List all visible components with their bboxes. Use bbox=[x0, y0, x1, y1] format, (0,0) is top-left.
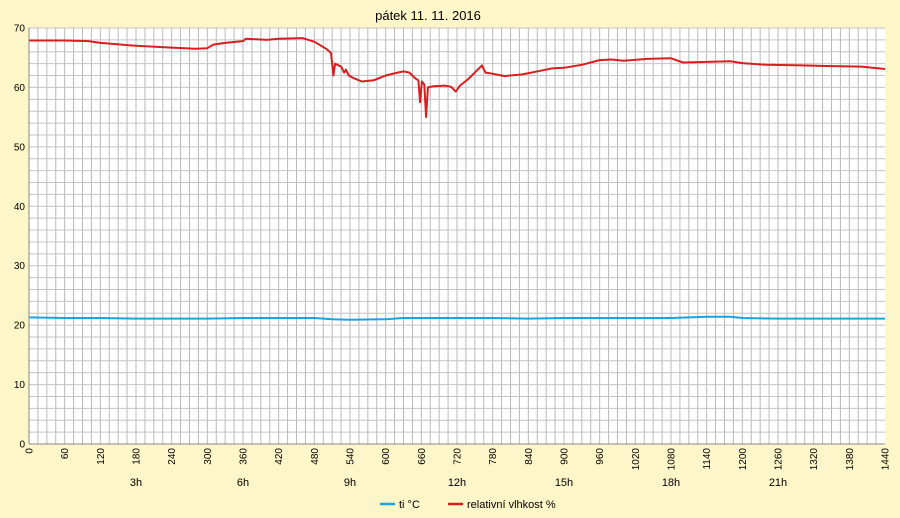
x-tick-label: 1440 bbox=[881, 448, 892, 471]
y-tick-label: 50 bbox=[14, 142, 26, 153]
x-tick-label: 1260 bbox=[774, 448, 785, 471]
hour-label: 18h bbox=[662, 477, 680, 489]
x-tick-label: 480 bbox=[310, 448, 321, 465]
x-tick-label: 720 bbox=[453, 448, 464, 465]
y-tick-label: 60 bbox=[14, 83, 26, 94]
hour-label: 12h bbox=[448, 477, 466, 489]
x-tick-label: 600 bbox=[381, 448, 392, 465]
y-tick-label: 30 bbox=[14, 261, 26, 272]
series-line-humidity bbox=[29, 37, 886, 119]
x-tick-label: 180 bbox=[132, 448, 143, 465]
y-tick-label: 70 bbox=[14, 24, 26, 35]
x-tick-label: 900 bbox=[560, 448, 571, 465]
hour-label: 6h bbox=[237, 477, 249, 489]
x-tick-label: 660 bbox=[417, 448, 428, 465]
legend-label-temperature: ti °C bbox=[399, 499, 420, 511]
y-tick-label: 20 bbox=[14, 321, 26, 332]
x-tick-label: 120 bbox=[96, 448, 107, 465]
hour-label: 21h bbox=[769, 477, 787, 489]
x-tick-label: 0 bbox=[25, 448, 36, 454]
chart-title: pátek 11. 11. 2016 bbox=[375, 8, 481, 23]
y-axis-ticks: 0 10 20 30 40 50 60 70 bbox=[14, 24, 26, 451]
y-tick-label: 40 bbox=[14, 202, 26, 213]
series-line-temperature bbox=[28, 315, 885, 321]
x-tick-label: 780 bbox=[488, 448, 499, 465]
hour-labels: 3h 6h 9h 12h 15h 18h 21h bbox=[130, 477, 787, 489]
hour-label: 3h bbox=[130, 477, 142, 489]
legend: ti °C relativní vlhkost % bbox=[380, 499, 556, 511]
y-tick-label: 10 bbox=[14, 380, 26, 391]
x-tick-label: 60 bbox=[60, 448, 71, 460]
legend-label-humidity: relativní vlhkost % bbox=[467, 499, 556, 511]
x-tick-label: 1200 bbox=[738, 448, 749, 471]
x-tick-label: 360 bbox=[239, 448, 250, 465]
y-tick-label: 0 bbox=[19, 440, 25, 451]
x-tick-label: 1380 bbox=[845, 448, 856, 471]
x-tick-label: 1020 bbox=[631, 448, 642, 471]
x-tick-label: 1320 bbox=[809, 448, 820, 471]
series-lines bbox=[28, 37, 886, 321]
x-tick-label: 1080 bbox=[667, 448, 678, 471]
x-tick-label: 840 bbox=[524, 448, 535, 465]
grid-lines bbox=[29, 27, 885, 444]
x-axis-ticks: 0 60 120 180 240 300 360 420 480 540 600 660 720 780 8… bbox=[25, 448, 892, 471]
x-tick-label: 540 bbox=[346, 448, 357, 465]
x-tick-label: 300 bbox=[203, 448, 214, 465]
x-tick-label: 1140 bbox=[702, 448, 713, 470]
x-tick-label: 960 bbox=[595, 448, 606, 465]
hour-label: 15h bbox=[555, 477, 573, 489]
x-tick-label: 240 bbox=[167, 448, 178, 465]
x-tick-label: 420 bbox=[274, 448, 285, 465]
hour-label: 9h bbox=[344, 477, 356, 489]
